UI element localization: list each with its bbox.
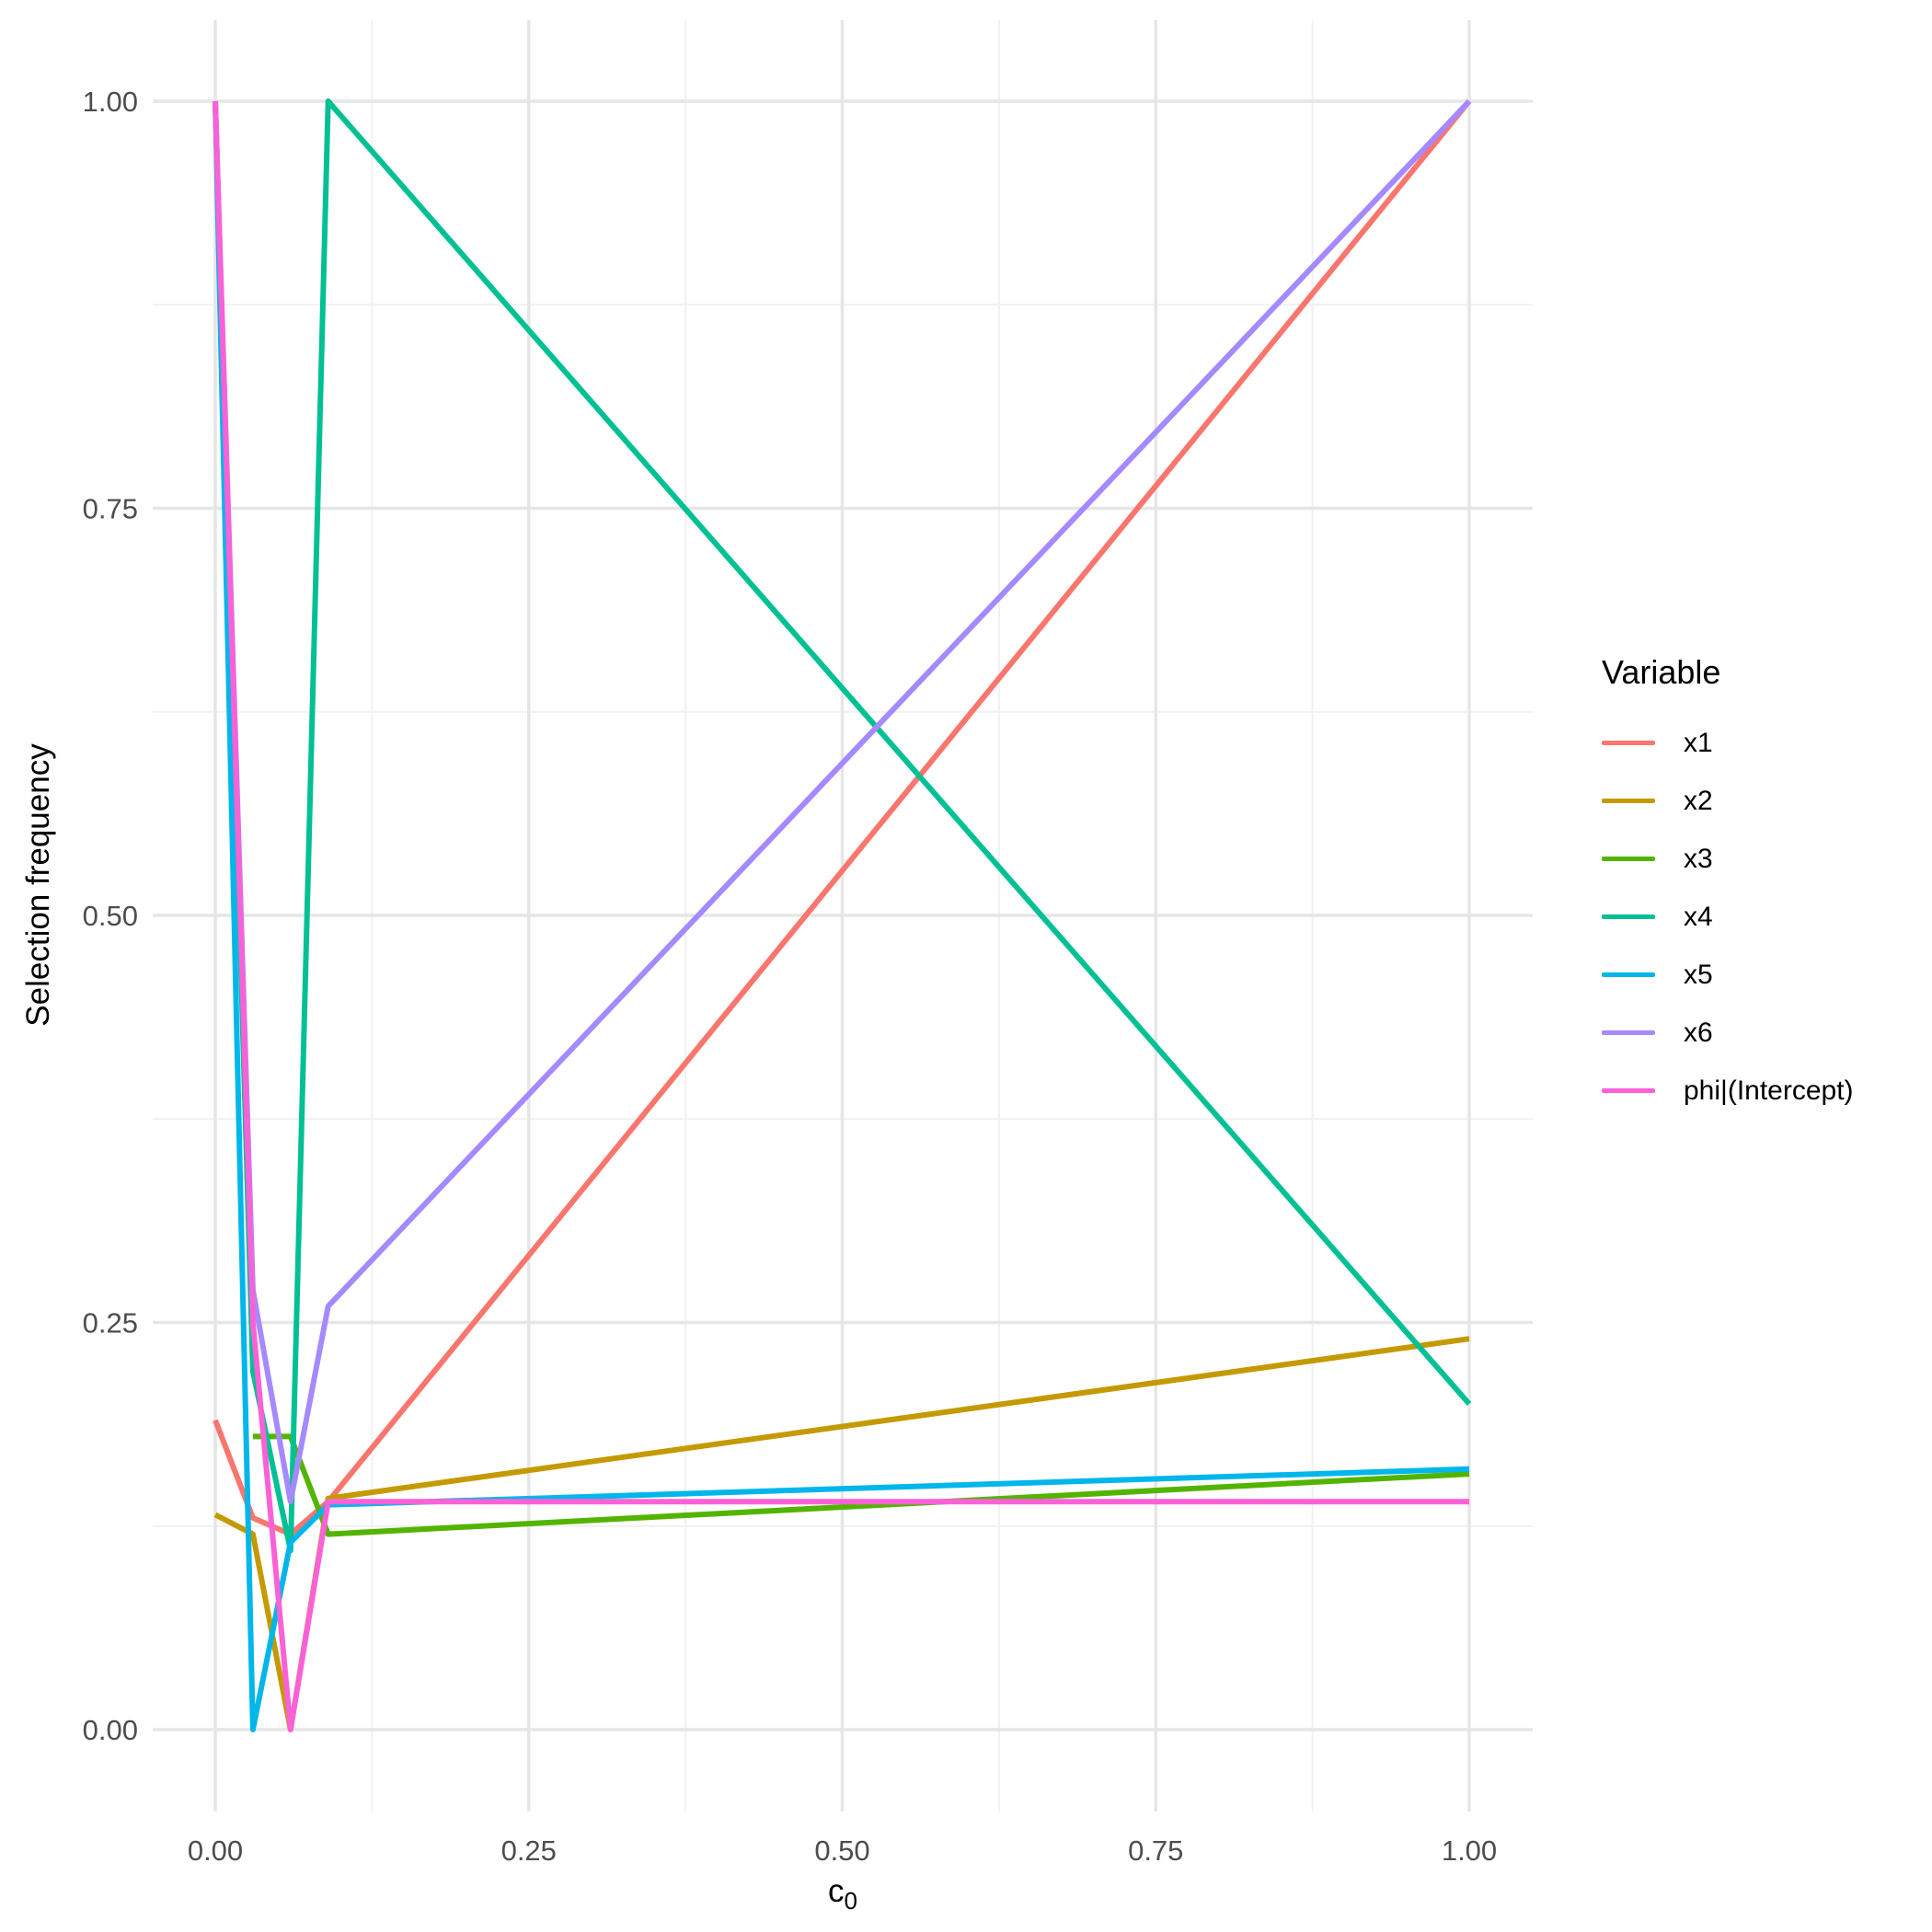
legend-item-x3: x3 bbox=[1602, 830, 1854, 888]
legend-key-line bbox=[1602, 914, 1655, 919]
x-axis-title-subscript: 0 bbox=[844, 1887, 857, 1915]
legend-key-line bbox=[1602, 857, 1655, 861]
y-tick-label: 0.00 bbox=[83, 1714, 138, 1746]
series-line-x5 bbox=[213, 100, 1470, 1732]
legend-label: x1 bbox=[1684, 727, 1713, 758]
legend-label: x6 bbox=[1684, 1017, 1713, 1048]
x-tick-label: 1.00 bbox=[1442, 1834, 1497, 1867]
series-line-phi-intercept- bbox=[213, 100, 1469, 1732]
x-axis-title-base: c bbox=[828, 1873, 845, 1909]
legend-title: Variable bbox=[1602, 653, 1721, 691]
legend-key-line bbox=[1602, 799, 1655, 803]
legend-item-phi-intercept-: phi|(Intercept) bbox=[1602, 1062, 1854, 1120]
x-tick-label: 0.25 bbox=[501, 1834, 557, 1867]
legend-item-x6: x6 bbox=[1602, 1004, 1854, 1062]
x-tick-label: 0.50 bbox=[814, 1834, 869, 1867]
legend-label: phi|(Intercept) bbox=[1684, 1075, 1854, 1106]
legend-item-x2: x2 bbox=[1602, 772, 1854, 830]
legend-label: x5 bbox=[1684, 959, 1713, 990]
y-tick-label: 0.50 bbox=[83, 900, 138, 932]
legend-key-line bbox=[1602, 741, 1655, 745]
x-axis-title: c0 bbox=[828, 1873, 857, 1913]
y-axis-title: Selection frequency bbox=[20, 743, 56, 1027]
y-tick-label: 0.75 bbox=[83, 493, 138, 525]
x-tick-label: 0.00 bbox=[188, 1834, 243, 1867]
legend-item-x5: x5 bbox=[1602, 946, 1854, 1004]
legend-items: x1 x2 x3 x4 x5 x6 phi|(Intercept) bbox=[1602, 714, 1854, 1120]
legend-label: x2 bbox=[1684, 785, 1713, 816]
y-tick-label: 0.25 bbox=[83, 1307, 138, 1340]
legend-label: x4 bbox=[1684, 901, 1713, 932]
legend-key-line bbox=[1602, 972, 1655, 977]
legend-key-line bbox=[1602, 1030, 1655, 1035]
legend: Variable x1 x2 x3 x4 x5 x6 phi|(Intercept) bbox=[1602, 653, 1854, 1120]
legend-key-line bbox=[1602, 1088, 1655, 1093]
legend-item-x1: x1 bbox=[1602, 714, 1854, 772]
y-tick-label: 1.00 bbox=[83, 86, 138, 118]
x-tick-label: 0.75 bbox=[1128, 1834, 1183, 1867]
legend-item-x4: x4 bbox=[1602, 888, 1854, 946]
legend-label: x3 bbox=[1684, 843, 1713, 874]
